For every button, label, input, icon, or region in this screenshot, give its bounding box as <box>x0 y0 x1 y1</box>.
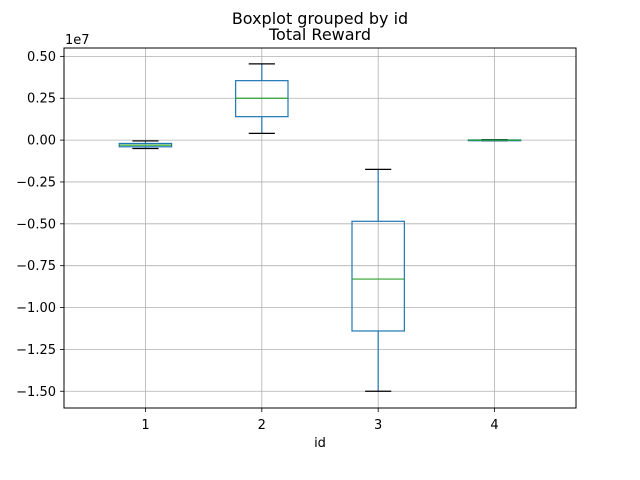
y-offset-label: 1e7 <box>65 33 90 48</box>
iqr-box <box>351 220 405 332</box>
y-tick-label: 0.50 <box>27 50 56 65</box>
y-axis: 0.50 0.25 0.00 −0.25 −0.50 −0.75 −1.00 −1.25 −1.… <box>16 50 64 400</box>
plot-area-frame <box>63 47 577 409</box>
y-tick-label: 0.25 <box>27 92 56 107</box>
y-tick-label: −0.50 <box>16 217 56 232</box>
chart-title: Total Reward <box>268 25 371 44</box>
x-tick-label: 3 <box>374 418 382 433</box>
box-series <box>118 63 522 392</box>
box-category-2 <box>235 63 289 134</box>
y-tick-label: −1.25 <box>16 343 56 358</box>
x-tick-label: 4 <box>490 418 498 433</box>
box-category-1 <box>118 140 173 150</box>
x-axis: 1 2 3 4 <box>141 408 499 433</box>
box-category-3 <box>351 168 405 392</box>
box-category-4 <box>467 138 522 142</box>
y-tick-label: −1.00 <box>16 301 56 316</box>
x-axis-label: id <box>314 436 326 451</box>
y-tick-label: 0.00 <box>27 134 56 149</box>
y-tick-label: −0.25 <box>16 175 56 190</box>
y-tick-label: −1.50 <box>16 385 56 400</box>
grid-lines <box>64 48 576 408</box>
y-tick-label: −0.75 <box>16 259 56 274</box>
x-tick-label: 2 <box>258 418 266 433</box>
chart-suptitle: Boxplot grouped by id <box>232 9 408 28</box>
x-tick-label: 1 <box>141 418 149 433</box>
